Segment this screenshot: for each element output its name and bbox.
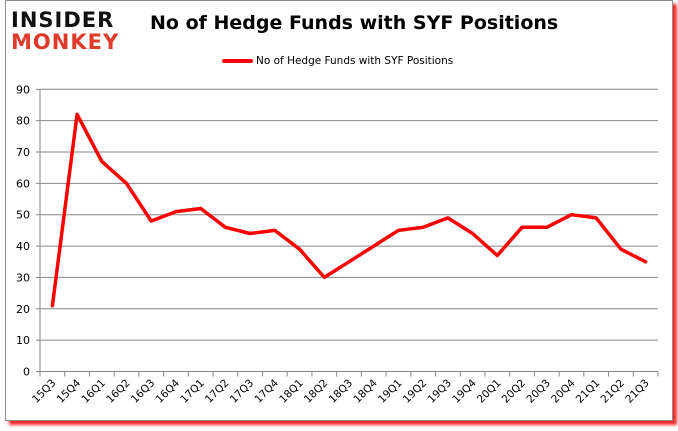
- x-tick-label: 20Q2: [500, 377, 529, 406]
- series-line: [50, 112, 648, 308]
- y-tick-label: 70: [16, 146, 30, 159]
- y-tick-label: 80: [16, 115, 30, 128]
- y-tick-label: 0: [23, 366, 30, 379]
- x-tick-label: 21Q2: [599, 377, 628, 406]
- y-tick-label: 10: [16, 334, 30, 347]
- x-tick-label: 16Q3: [129, 377, 158, 406]
- x-tick-label: 18Q3: [327, 377, 356, 406]
- x-tick-label: 15Q3: [30, 377, 59, 406]
- x-tick-label: 19Q2: [401, 377, 430, 406]
- legend-line-swatch: [222, 59, 253, 63]
- x-tick-label: 20Q4: [549, 377, 578, 406]
- y-tick-label: 20: [16, 303, 30, 316]
- x-tick-label: 15Q4: [55, 377, 84, 406]
- logo-text-monkey: MONKEY: [11, 30, 120, 54]
- y-tick-label: 50: [16, 209, 30, 222]
- y-tick-label: 60: [16, 177, 30, 190]
- chart-frame: [5, 0, 673, 421]
- x-tick-label: 21Q1: [574, 377, 603, 406]
- x-tick-label: 16Q4: [154, 377, 183, 406]
- logo-text-insider: INSIDER: [11, 8, 115, 32]
- legend-label: No of Hedge Funds with SYF Positions: [256, 55, 454, 67]
- chart-legend: No of Hedge Funds with SYF Positions: [222, 53, 453, 69]
- chart-title: No of Hedge Funds with SYF Positions: [150, 12, 559, 34]
- x-tick-label: 20Q3: [524, 377, 553, 406]
- insider-monkey-logo: INSIDER MONKEY: [11, 9, 126, 55]
- y-tick-label: 90: [16, 83, 30, 96]
- x-tick-label: 18Q1: [277, 377, 306, 406]
- x-tick-label: 16Q2: [104, 377, 133, 406]
- x-tick-label: 17Q2: [203, 377, 232, 406]
- x-tick-label: 17Q4: [252, 377, 281, 406]
- x-tick-label: 19Q1: [376, 377, 405, 406]
- y-tick-label: 40: [16, 240, 30, 253]
- x-tick-label: 16Q1: [79, 377, 108, 406]
- x-tick-label: 21Q3: [623, 377, 652, 406]
- x-tick-label: 19Q3: [425, 377, 454, 406]
- x-tick-label: 18Q4: [351, 377, 380, 406]
- y-tick-label: 30: [16, 271, 30, 284]
- x-tick-label: 20Q1: [475, 377, 504, 406]
- x-tick-label: 17Q1: [178, 377, 207, 406]
- x-tick-label: 17Q3: [228, 377, 257, 406]
- x-tick-label: 18Q2: [302, 377, 331, 406]
- x-tick-label: 19Q4: [450, 377, 479, 406]
